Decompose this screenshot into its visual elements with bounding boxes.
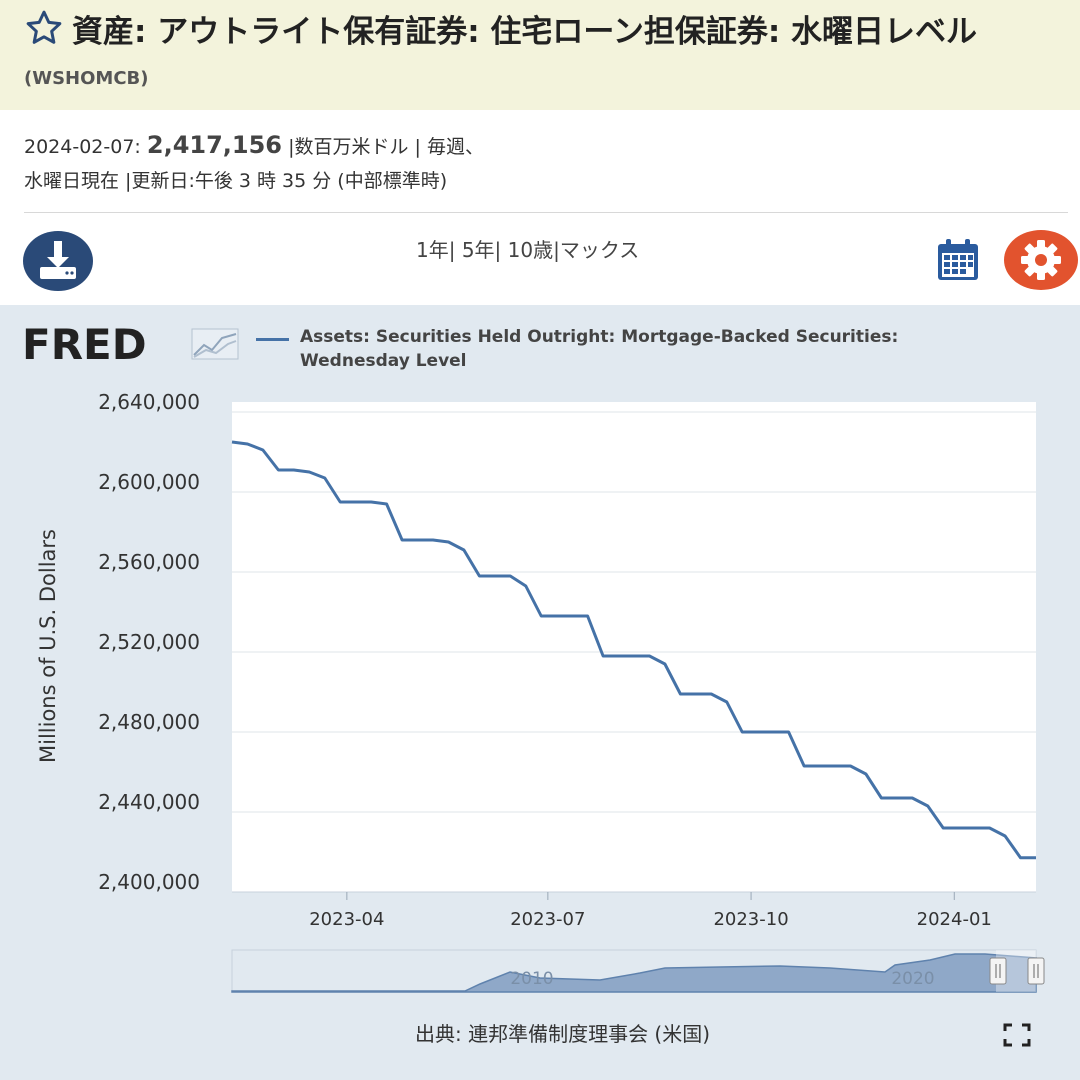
legend-line-1: Assets: Securities Held Outright: Mortga… <box>300 327 899 347</box>
calendar-button[interactable] <box>934 236 982 284</box>
fullscreen-button[interactable] <box>1003 1023 1031 1047</box>
calendar-icon <box>938 239 978 280</box>
y-tick-label: 2,400,000 <box>98 870 200 894</box>
units-frequency: |数百万米ドル | 毎週、 <box>288 136 484 158</box>
svg-text:FRED: FRED <box>22 323 147 367</box>
divider <box>24 212 1068 213</box>
y-tick-label: 2,640,000 <box>98 390 200 414</box>
x-tick-label: 2023-10 <box>713 909 788 930</box>
source-citation: 出典: 連邦準備制度理事会 (米国) <box>414 1022 711 1046</box>
observation-date: 2024-02-07: <box>24 136 141 158</box>
x-tick-label: 2023-04 <box>309 909 384 930</box>
legend-line-2: Wednesday Level <box>300 351 467 371</box>
page-header: 資産: アウトライト保有証券: 住宅ローン担保証券: 水曜日レベル (WSHOMC… <box>0 0 1080 110</box>
chart-legend[interactable]: Assets: Securities Held Outright: Mortga… <box>256 325 936 373</box>
plot-area <box>232 402 1036 892</box>
x-tick-label: 2023-07 <box>510 909 585 930</box>
meta-line-1: 2024-02-07: 2,417,156 |数百万米ドル | 毎週、 <box>24 128 1064 164</box>
fullscreen-icon <box>1003 1023 1031 1047</box>
series-id: (WSHOMCB) <box>24 68 149 89</box>
y-tick-label: 2,600,000 <box>98 470 200 494</box>
series-line <box>231 440 1036 860</box>
observation-value: 2,417,156 <box>146 131 283 159</box>
navigator-handle-right[interactable] <box>1027 957 1045 985</box>
navigator-label: 2020 <box>891 969 934 989</box>
y-tick-label: 2,480,000 <box>98 710 200 734</box>
settings-button[interactable] <box>1004 230 1078 290</box>
download-button[interactable] <box>23 231 93 291</box>
gear-icon <box>1021 240 1061 280</box>
legend-swatch <box>256 338 289 341</box>
navigator-handle-left[interactable] <box>989 957 1007 985</box>
chart-toolbar: 1年| 5年| 10歳|マックス <box>0 228 1080 298</box>
date-range-links[interactable]: 1年| 5年| 10歳|マックス <box>416 238 640 262</box>
y-tick-label: 2,440,000 <box>98 790 200 814</box>
navigator-area <box>231 953 1037 993</box>
series-title: 資産: アウトライト保有証券: 住宅ローン担保証券: 水曜日レベル (WSHOMC… <box>24 8 1066 100</box>
y-tick-label: 2,560,000 <box>98 550 200 574</box>
series-meta: 2024-02-07: 2,417,156 |数百万米ドル | 毎週、 水曜日現… <box>24 128 1064 198</box>
x-tick-label: 2024-01 <box>917 909 992 930</box>
fred-logo: FRED <box>22 320 242 371</box>
y-tick-label: 2,520,000 <box>98 630 200 654</box>
meta-line-2: 水曜日現在 |更新日:午後 3 時 35 分 (中部標準時) <box>24 170 448 192</box>
star-icon[interactable] <box>24 8 64 48</box>
navigator-label: 2010 <box>510 969 553 989</box>
download-icon <box>40 241 76 279</box>
series-title-text: 資産: アウトライト保有証券: 住宅ローン担保証券: 水曜日レベル <box>72 14 978 50</box>
